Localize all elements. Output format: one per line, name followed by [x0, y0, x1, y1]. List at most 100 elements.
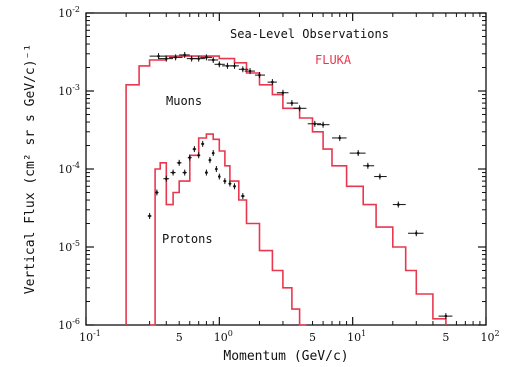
data-point	[316, 121, 330, 128]
data-point	[238, 66, 249, 73]
data-point	[214, 61, 225, 68]
y-tick-label: 10-2	[58, 5, 80, 20]
data-point	[349, 150, 366, 157]
data-point	[170, 169, 176, 176]
x-tick-labels: 10-1 5 100 5 101 5 102	[79, 329, 499, 344]
y-tick-label: 10-5	[58, 239, 80, 254]
data-marker	[233, 185, 236, 188]
data-marker	[171, 171, 175, 174]
data-point	[176, 159, 182, 166]
y-tick-label: 10-6	[58, 317, 80, 332]
data-point	[163, 175, 170, 182]
data-marker	[183, 53, 187, 57]
data-point	[407, 230, 424, 237]
data-point	[254, 72, 265, 79]
proton-data-series	[147, 140, 245, 219]
data-point	[197, 152, 201, 159]
data-marker	[321, 123, 325, 126]
muon-data-series	[149, 51, 453, 320]
data-point	[267, 79, 277, 86]
data-marker	[290, 101, 294, 105]
x-tick-label: 101	[347, 329, 366, 344]
data-point	[233, 183, 236, 190]
data-marker	[397, 203, 400, 206]
data-marker	[356, 151, 360, 155]
fluka-protons-curve	[149, 133, 307, 326]
data-point	[169, 54, 183, 61]
data-marker	[197, 57, 200, 60]
x-tick-label: 5	[176, 331, 183, 344]
muons-annotation: Muons	[166, 94, 202, 108]
data-marker	[197, 153, 200, 157]
data-marker	[190, 57, 193, 60]
data-point	[392, 201, 406, 208]
x-tick-label: 5	[442, 331, 449, 344]
data-marker	[174, 56, 177, 59]
data-point	[192, 146, 197, 153]
data-point	[293, 105, 307, 112]
data-point	[276, 89, 289, 96]
data-point	[307, 120, 322, 127]
data-marker	[271, 80, 274, 84]
data-marker	[188, 156, 192, 159]
model-annotation: FLUKA	[315, 53, 352, 67]
data-point	[207, 56, 219, 63]
data-point	[240, 193, 245, 200]
data-marker	[183, 171, 187, 174]
x-axis-title: Momentum (GeV/c)	[223, 349, 348, 364]
data-marker	[205, 56, 208, 59]
data-point	[147, 212, 152, 219]
data-point	[244, 68, 255, 75]
data-point	[363, 162, 375, 169]
data-point	[192, 55, 205, 62]
data-marker	[226, 64, 229, 68]
y-tick-label: 10-3	[58, 83, 80, 98]
data-marker	[148, 214, 151, 218]
data-marker	[177, 161, 181, 165]
x-tick-label: 100	[214, 329, 233, 344]
data-marker	[338, 136, 342, 140]
data-marker	[241, 194, 245, 198]
data-point	[204, 169, 208, 176]
data-point	[155, 189, 159, 196]
observations-annotation: Sea-Level Observations	[230, 27, 389, 41]
data-marker	[444, 314, 448, 318]
data-point	[223, 178, 227, 185]
data-marker	[164, 177, 168, 181]
y-axis-title: Vertical Flux (cm² sr s GeV/c)⁻¹	[23, 44, 38, 294]
data-marker	[258, 73, 261, 77]
major-ticks	[85, 12, 487, 326]
x-tick-label: 5	[309, 331, 316, 344]
data-point	[158, 55, 174, 62]
protons-annotation: Protons	[162, 232, 213, 246]
data-marker	[233, 64, 236, 68]
data-marker	[378, 175, 382, 178]
data-point	[211, 150, 215, 157]
data-marker	[211, 151, 215, 155]
data-marker	[414, 231, 418, 235]
data-marker	[366, 164, 370, 168]
data-point	[374, 173, 387, 180]
data-marker	[281, 91, 285, 95]
data-marker	[218, 175, 221, 178]
data-marker	[248, 69, 252, 73]
data-point	[286, 100, 299, 107]
minor-ticks	[86, 13, 486, 325]
data-marker	[208, 158, 212, 162]
data-marker	[218, 62, 221, 66]
data-point	[201, 140, 205, 147]
data-point	[200, 54, 212, 61]
data-marker	[205, 171, 208, 174]
data-point	[149, 53, 167, 60]
data-marker	[157, 54, 160, 58]
x-tick-label: 102	[480, 329, 499, 344]
data-point	[187, 154, 192, 161]
data-marker	[313, 122, 317, 126]
data-marker	[193, 147, 196, 151]
data-marker	[223, 179, 227, 183]
data-point	[332, 134, 347, 141]
data-point	[208, 157, 212, 164]
data-marker	[211, 58, 215, 62]
